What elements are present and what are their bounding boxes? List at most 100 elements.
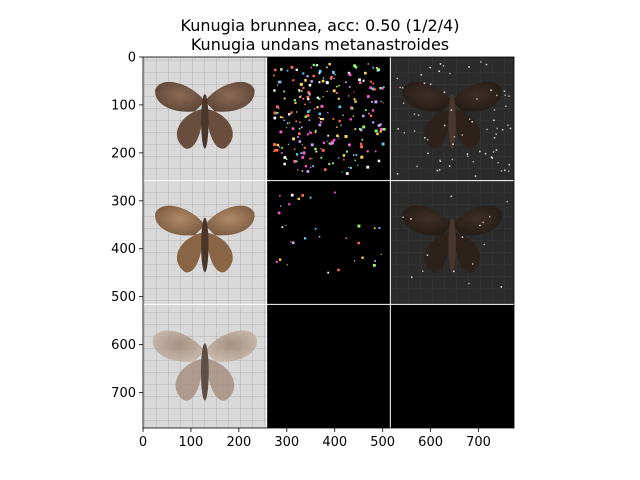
saliency-speck bbox=[278, 80, 282, 84]
moth-hindwing-left bbox=[175, 358, 203, 401]
saliency-speck bbox=[360, 155, 364, 159]
saliency-speck bbox=[290, 193, 294, 197]
saliency-speck bbox=[307, 110, 310, 113]
masked-speck bbox=[449, 72, 451, 75]
masked-speck bbox=[466, 153, 469, 155]
saliency-speck bbox=[298, 89, 301, 92]
saliency-speck bbox=[348, 86, 351, 88]
saliency-speck bbox=[335, 92, 338, 94]
saliency-speck bbox=[288, 203, 291, 206]
moth-hindwing-right bbox=[207, 232, 233, 273]
saliency-speck bbox=[320, 104, 324, 108]
saliency-speck bbox=[338, 157, 340, 159]
saliency-speck bbox=[345, 81, 347, 83]
saliency-speck bbox=[332, 162, 335, 165]
saliency-speck bbox=[326, 90, 328, 92]
moth-forewing-left bbox=[402, 205, 453, 236]
saliency-speck bbox=[354, 260, 356, 262]
moth-forewing-right bbox=[204, 330, 258, 362]
saliency-speck bbox=[361, 256, 364, 259]
tile-background bbox=[390, 304, 514, 428]
saliency-speck bbox=[275, 148, 279, 152]
saliency-speck bbox=[316, 96, 319, 99]
saliency-speck bbox=[354, 128, 357, 130]
masked-speck bbox=[467, 155, 469, 157]
saliency-speck bbox=[375, 67, 378, 69]
saliency-speck bbox=[287, 143, 290, 145]
masked-speck bbox=[397, 128, 399, 130]
masked-speck bbox=[469, 118, 471, 120]
saliency-speck bbox=[304, 103, 306, 106]
saliency-speck bbox=[364, 109, 367, 111]
masked-speck bbox=[453, 136, 456, 138]
saliency-speck bbox=[338, 137, 340, 139]
saliency-speck bbox=[300, 95, 302, 97]
tile-background bbox=[266, 304, 391, 428]
saliency-speck bbox=[306, 114, 310, 118]
masked-speck bbox=[483, 243, 485, 246]
saliency-speck bbox=[292, 79, 295, 82]
saliency-speck bbox=[303, 237, 307, 240]
saliency-speck bbox=[314, 129, 317, 132]
saliency-speck bbox=[299, 96, 301, 98]
masked-speck bbox=[479, 150, 481, 153]
masked-speck bbox=[509, 127, 512, 130]
saliency-speck bbox=[312, 63, 315, 66]
masked-speck bbox=[438, 70, 440, 72]
saliency-speck bbox=[310, 166, 312, 169]
saliency-speck bbox=[286, 69, 289, 72]
saliency-speck bbox=[380, 100, 382, 103]
masked-speck bbox=[492, 151, 495, 153]
masked-speck bbox=[504, 169, 506, 172]
saliency-speck bbox=[332, 89, 336, 93]
saliency-speck bbox=[380, 127, 383, 131]
image-tile-r2c1 bbox=[266, 304, 391, 428]
saliency-speck bbox=[357, 224, 361, 228]
x-tick-label: 400 bbox=[322, 435, 347, 450]
saliency-speck bbox=[342, 154, 346, 157]
saliency-speck bbox=[309, 131, 312, 134]
masked-speck bbox=[495, 133, 497, 135]
masked-speck bbox=[411, 276, 413, 278]
masked-speck bbox=[507, 124, 509, 126]
saliency-speck bbox=[345, 150, 348, 153]
saliency-speck bbox=[334, 73, 336, 76]
masked-speck bbox=[508, 95, 510, 97]
saliency-speck bbox=[358, 78, 361, 82]
saliency-speck bbox=[280, 205, 282, 207]
saliency-speck bbox=[328, 63, 331, 66]
moth-body bbox=[448, 217, 456, 273]
saliency-speck bbox=[345, 172, 349, 175]
saliency-speck bbox=[367, 63, 369, 65]
saliency-speck bbox=[297, 197, 300, 201]
saliency-speck bbox=[273, 111, 277, 115]
saliency-speck bbox=[338, 135, 340, 137]
saliency-speck bbox=[308, 130, 310, 132]
saliency-speck bbox=[310, 66, 312, 69]
saliency-speck bbox=[279, 194, 281, 197]
masked-speck bbox=[489, 215, 491, 218]
saliency-speck bbox=[318, 69, 322, 73]
saliency-speck bbox=[353, 64, 356, 68]
saliency-speck bbox=[374, 150, 377, 153]
saliency-speck bbox=[300, 152, 303, 155]
saliency-speck bbox=[369, 114, 373, 117]
saliency-speck bbox=[370, 80, 372, 83]
image-tile-r0c0 bbox=[143, 57, 267, 181]
x-tick-label: 100 bbox=[179, 435, 204, 450]
masked-speck bbox=[423, 82, 426, 85]
masked-speck bbox=[424, 137, 426, 139]
saliency-speck bbox=[283, 119, 285, 122]
masked-speck bbox=[451, 158, 453, 161]
saliency-speck bbox=[280, 152, 283, 154]
saliency-speck bbox=[306, 75, 309, 78]
saliency-speck bbox=[338, 84, 340, 87]
saliency-speck bbox=[366, 165, 370, 169]
masked-speck bbox=[493, 109, 496, 111]
saliency-speck bbox=[364, 71, 367, 75]
saliency-speck bbox=[304, 79, 307, 82]
masked-speck bbox=[496, 94, 498, 97]
saliency-speck bbox=[300, 90, 303, 92]
saliency-speck bbox=[283, 90, 286, 93]
